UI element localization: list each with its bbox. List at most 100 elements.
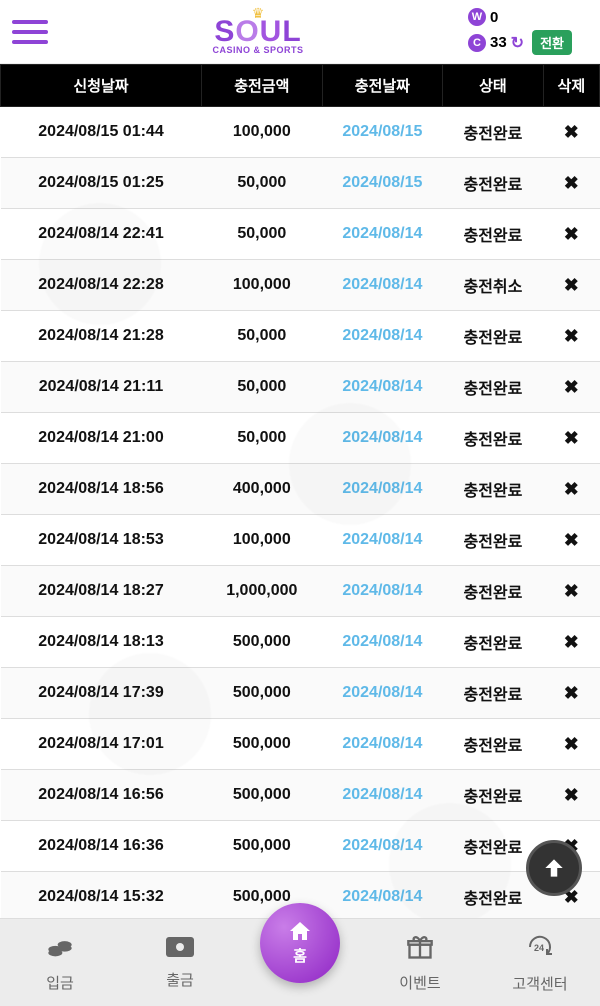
delete-button[interactable]: ✖ xyxy=(543,107,599,158)
cell-request-date: 2024/08/15 01:25 xyxy=(1,158,202,209)
deposit-history-table: 신청날짜 충전금액 충전날짜 상태 삭제 2024/08/15 01:44100… xyxy=(0,64,600,918)
nav-home[interactable]: 홈 xyxy=(240,903,360,983)
delete-button[interactable]: ✖ xyxy=(543,617,599,668)
cell-amount: 50,000 xyxy=(202,311,323,362)
cell-charge-date: 2024/08/14 xyxy=(322,617,443,668)
cell-request-date: 2024/08/14 18:53 xyxy=(1,515,202,566)
delete-button[interactable]: ✖ xyxy=(543,311,599,362)
nav-deposit[interactable]: 입금 xyxy=(0,933,120,993)
brand-logo[interactable]: ♛ SOUL CASINO & SPORTS xyxy=(212,9,303,55)
w-balance: 0 xyxy=(490,9,498,26)
arrow-up-icon xyxy=(541,855,567,881)
delete-button[interactable]: ✖ xyxy=(543,719,599,770)
cell-charge-date: 2024/08/15 xyxy=(322,107,443,158)
table-row: 2024/08/14 22:4150,0002024/08/14충전완료✖ xyxy=(1,209,600,260)
table-row: 2024/08/14 21:0050,0002024/08/14충전완료✖ xyxy=(1,413,600,464)
nav-support[interactable]: 24 고객센터 xyxy=(480,932,600,994)
cell-amount: 500,000 xyxy=(202,770,323,821)
cell-amount: 400,000 xyxy=(202,464,323,515)
cell-status: 충전완료 xyxy=(443,566,544,617)
cell-request-date: 2024/08/14 22:28 xyxy=(1,260,202,311)
refresh-icon[interactable]: ↻ xyxy=(511,33,524,53)
cell-charge-date: 2024/08/14 xyxy=(322,464,443,515)
cell-request-date: 2024/08/14 15:32 xyxy=(1,872,202,919)
home-icon xyxy=(286,919,314,943)
cell-charge-date: 2024/08/14 xyxy=(322,668,443,719)
banknote-icon xyxy=(165,936,195,965)
cell-request-date: 2024/08/14 18:56 xyxy=(1,464,202,515)
cell-amount: 100,000 xyxy=(202,260,323,311)
table-row: 2024/08/14 18:53100,0002024/08/14충전완료✖ xyxy=(1,515,600,566)
delete-button[interactable]: ✖ xyxy=(543,209,599,260)
delete-button[interactable]: ✖ xyxy=(543,515,599,566)
nav-withdraw[interactable]: 출금 xyxy=(120,936,240,990)
cell-charge-date: 2024/08/14 xyxy=(322,566,443,617)
nav-support-label: 고객센터 xyxy=(512,973,567,994)
delete-button[interactable]: ✖ xyxy=(543,668,599,719)
scroll-top-button[interactable] xyxy=(526,840,582,896)
cell-amount: 100,000 xyxy=(202,107,323,158)
table-row: 2024/08/15 01:44100,0002024/08/15충전완료✖ xyxy=(1,107,600,158)
cell-request-date: 2024/08/14 21:28 xyxy=(1,311,202,362)
cell-status: 충전완료 xyxy=(443,668,544,719)
delete-button[interactable]: ✖ xyxy=(543,464,599,515)
bottom-nav: 입금 출금 홈 이벤트 24 고객센터 xyxy=(0,918,600,1006)
cell-charge-date: 2024/08/14 xyxy=(322,719,443,770)
cell-status: 충전완료 xyxy=(443,209,544,260)
cell-charge-date: 2024/08/14 xyxy=(322,515,443,566)
cell-request-date: 2024/08/15 01:44 xyxy=(1,107,202,158)
w-badge-icon: W xyxy=(468,8,486,26)
cell-charge-date: 2024/08/14 xyxy=(322,260,443,311)
support-24-icon: 24 xyxy=(525,932,555,969)
cell-request-date: 2024/08/14 16:56 xyxy=(1,770,202,821)
cell-status: 충전완료 xyxy=(443,770,544,821)
cell-amount: 50,000 xyxy=(202,209,323,260)
delete-button[interactable]: ✖ xyxy=(543,770,599,821)
cell-status: 충전완료 xyxy=(443,311,544,362)
cell-charge-date: 2024/08/14 xyxy=(322,770,443,821)
cell-status: 충전완료 xyxy=(443,515,544,566)
wallet-c-row: C 33 ↻ 전환 xyxy=(468,30,572,55)
delete-button[interactable]: ✖ xyxy=(543,260,599,311)
cell-amount: 500,000 xyxy=(202,668,323,719)
nav-home-label: 홈 xyxy=(293,945,307,966)
cell-status: 충전완료 xyxy=(443,413,544,464)
table-row: 2024/08/14 16:36500,0002024/08/14충전완료✖ xyxy=(1,821,600,872)
col-amount: 충전금액 xyxy=(202,65,323,107)
col-request-date: 신청날짜 xyxy=(1,65,202,107)
col-status: 상태 xyxy=(443,65,544,107)
cell-charge-date: 2024/08/14 xyxy=(322,821,443,872)
table-row: 2024/08/14 22:28100,0002024/08/14충전취소✖ xyxy=(1,260,600,311)
table-row: 2024/08/14 18:56400,0002024/08/14충전완료✖ xyxy=(1,464,600,515)
header-right: W 0 C 33 ↻ 전환 xyxy=(468,8,588,55)
cell-charge-date: 2024/08/14 xyxy=(322,209,443,260)
cell-status: 충전완료 xyxy=(443,107,544,158)
svg-text:24: 24 xyxy=(534,943,544,953)
coins-icon xyxy=(46,933,74,968)
cell-amount: 500,000 xyxy=(202,719,323,770)
delete-button[interactable]: ✖ xyxy=(543,566,599,617)
table-header-row: 신청날짜 충전금액 충전날짜 상태 삭제 xyxy=(1,65,600,107)
logo-subtitle: CASINO & SPORTS xyxy=(212,45,303,55)
cell-request-date: 2024/08/14 21:11 xyxy=(1,362,202,413)
nav-deposit-label: 입금 xyxy=(46,972,74,993)
convert-button[interactable]: 전환 xyxy=(532,30,572,55)
table-row: 2024/08/14 17:39500,0002024/08/14충전완료✖ xyxy=(1,668,600,719)
nav-event[interactable]: 이벤트 xyxy=(360,933,480,993)
cell-request-date: 2024/08/14 17:01 xyxy=(1,719,202,770)
nav-event-label: 이벤트 xyxy=(399,972,440,993)
cell-status: 충전완료 xyxy=(443,719,544,770)
col-charge-date: 충전날짜 xyxy=(322,65,443,107)
cell-charge-date: 2024/08/14 xyxy=(322,311,443,362)
delete-button[interactable]: ✖ xyxy=(543,413,599,464)
delete-button[interactable]: ✖ xyxy=(543,158,599,209)
cell-status: 충전완료 xyxy=(443,464,544,515)
cell-amount: 50,000 xyxy=(202,413,323,464)
table-body: 2024/08/15 01:44100,0002024/08/15충전완료✖20… xyxy=(1,107,600,919)
cell-status: 충전완료 xyxy=(443,617,544,668)
cell-request-date: 2024/08/14 16:36 xyxy=(1,821,202,872)
c-balance: 33 xyxy=(490,34,507,51)
hamburger-menu-icon[interactable] xyxy=(12,14,48,50)
table-row: 2024/08/14 21:1150,0002024/08/14충전완료✖ xyxy=(1,362,600,413)
delete-button[interactable]: ✖ xyxy=(543,362,599,413)
